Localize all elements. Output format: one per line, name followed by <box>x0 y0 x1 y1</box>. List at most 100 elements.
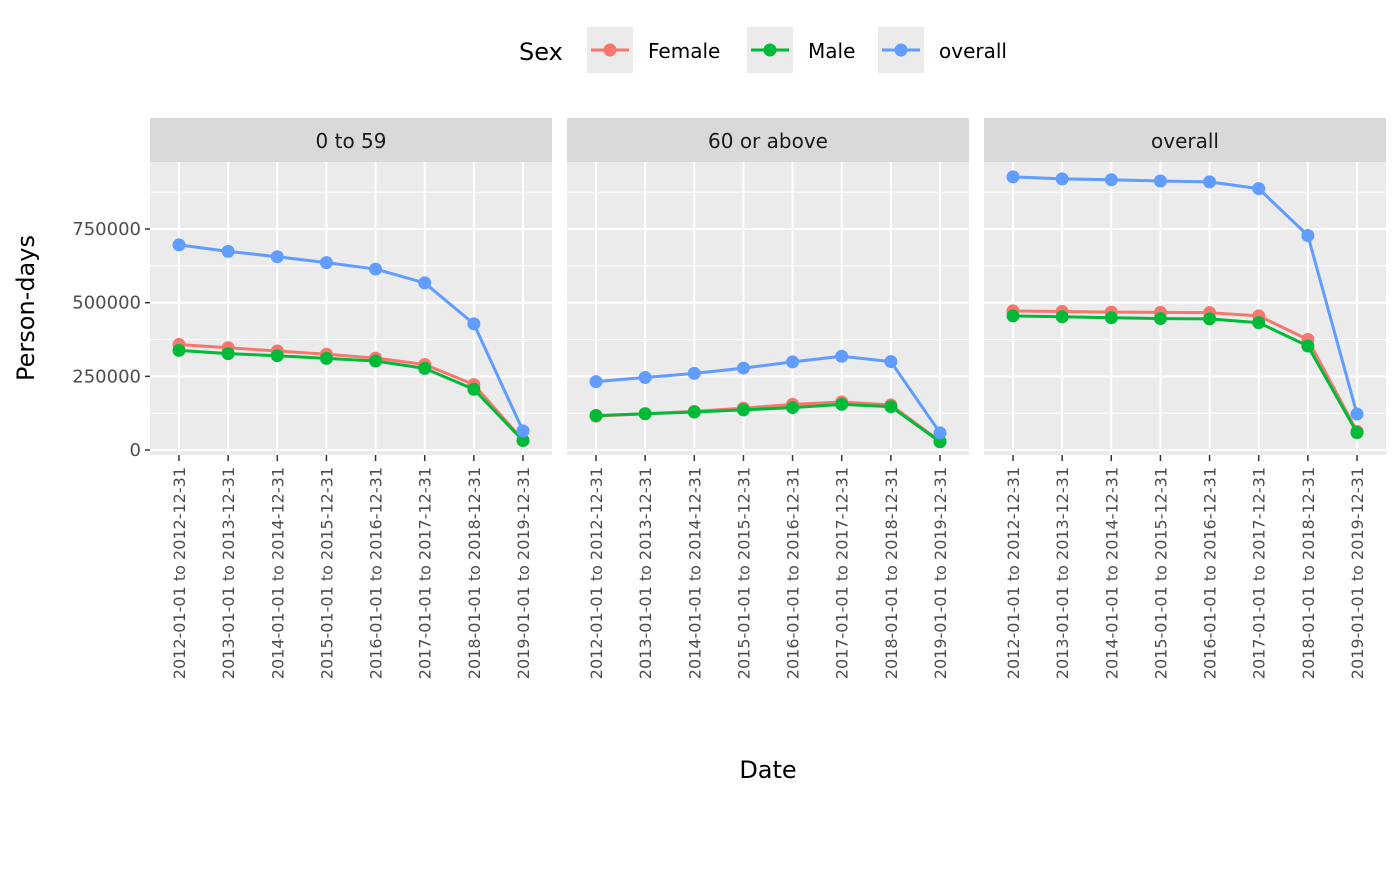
x-tick-label: 2015-01-01 to 2015-12-31 <box>1151 467 1170 679</box>
x-axis-title: Date <box>739 756 796 784</box>
data-point <box>467 382 481 396</box>
data-point <box>516 424 530 438</box>
y-tick-label: 750000 <box>72 219 141 240</box>
data-point <box>786 355 800 369</box>
facet-strip <box>984 118 1386 162</box>
data-point <box>736 403 750 417</box>
data-point <box>369 262 383 276</box>
plot-background <box>567 162 969 455</box>
data-point <box>1153 174 1167 188</box>
series-male <box>172 343 530 448</box>
panel-60-or-above: 60 or above 2012-01-01 to 2012-12-31 2013-… <box>567 118 969 679</box>
y-tick-label: 0 <box>130 440 141 461</box>
x-tick-label: 2016-01-01 to 2016-12-31 <box>784 467 803 679</box>
data-point <box>1252 316 1266 330</box>
x-tick-label: 2018-01-01 to 2018-12-31 <box>882 467 901 679</box>
panel-overall: overall 2012-01-01 to 2012-12-31 2013-01-0… <box>984 118 1386 679</box>
data-point <box>467 317 481 331</box>
series-line <box>1012 314 1359 434</box>
facet-strip-label: 60 or above <box>708 129 828 153</box>
legend: Sex Female Male overall <box>519 27 1007 73</box>
legend-label-overall: overall <box>939 39 1007 63</box>
x-tick-label: 2013-01-01 to 2013-12-31 <box>219 467 238 679</box>
data-point <box>418 361 432 375</box>
x-tick-label: 2017-01-01 to 2017-12-31 <box>1250 467 1269 679</box>
data-point <box>369 354 383 368</box>
data-point <box>835 397 849 411</box>
legend-key-point <box>894 43 908 57</box>
x-tick-label: 2012-01-01 to 2012-12-31 <box>170 467 189 679</box>
facet-strip-label: overall <box>1151 129 1219 153</box>
data-point <box>1350 426 1364 440</box>
facet-strip <box>567 118 969 162</box>
x-tick-label: 2019-01-01 to 2019-12-31 <box>1348 467 1367 679</box>
data-point <box>270 349 284 363</box>
series-overall <box>172 238 530 438</box>
data-point <box>221 244 235 258</box>
x-tick-label: 2017-01-01 to 2017-12-31 <box>416 467 435 679</box>
data-point <box>933 426 947 440</box>
data-point <box>172 238 186 252</box>
x-tick-label: 2016-01-01 to 2016-12-31 <box>1201 467 1220 679</box>
data-point <box>638 371 652 385</box>
series-line <box>1012 175 1359 415</box>
data-point <box>319 256 333 270</box>
x-tick-label: 2018-01-01 to 2018-12-31 <box>465 467 484 679</box>
x-tick-label: 2019-01-01 to 2019-12-31 <box>931 467 950 679</box>
data-point <box>1006 309 1020 323</box>
facet-strip-label: 0 to 59 <box>316 129 387 153</box>
data-point <box>835 349 849 363</box>
data-point <box>319 351 333 365</box>
x-tick-label: 2014-01-01 to 2014-12-31 <box>685 467 704 679</box>
data-point <box>589 409 603 423</box>
series-line <box>1012 309 1359 433</box>
x-tick-label: 2013-01-01 to 2013-12-31 <box>1053 467 1072 679</box>
x-tick-label: 2013-01-01 to 2013-12-31 <box>636 467 655 679</box>
legend-label-male: Male <box>808 39 855 63</box>
data-point <box>1153 312 1167 326</box>
legend-entry-male: Male <box>747 27 855 73</box>
y-tick-label: 250000 <box>72 366 141 387</box>
legend-key-point <box>763 43 777 57</box>
x-tick-label: 2015-01-01 to 2015-12-31 <box>734 467 753 679</box>
legend-entry-female: Female <box>587 27 720 73</box>
data-point <box>1055 172 1069 186</box>
series-line <box>595 354 942 434</box>
legend-label-female: Female <box>648 39 720 63</box>
x-tick-label: 2016-01-01 to 2016-12-31 <box>367 467 386 679</box>
x-tick-label: 2014-01-01 to 2014-12-31 <box>268 467 287 679</box>
data-point <box>1203 312 1217 326</box>
data-point <box>1104 311 1118 325</box>
data-point <box>1203 175 1217 189</box>
y-tick-label: 500000 <box>72 293 141 314</box>
data-point <box>516 434 530 448</box>
data-point <box>172 343 186 357</box>
data-point <box>1104 173 1118 187</box>
plot-background <box>150 162 552 455</box>
x-tick-label: 2019-01-01 to 2019-12-31 <box>514 467 533 679</box>
x-tick-label: 2012-01-01 to 2012-12-31 <box>1004 467 1023 679</box>
legend-entry-overall: overall <box>878 27 1007 73</box>
panel-0-to-59: 0 to 59 0 250000 500000 750000 2012-01-01 to … <box>72 118 552 679</box>
series-line <box>178 343 525 442</box>
data-point <box>687 366 701 380</box>
series-male <box>1006 309 1364 440</box>
data-point <box>221 347 235 361</box>
series-line <box>178 243 525 432</box>
data-point <box>270 250 284 264</box>
data-point <box>638 407 652 421</box>
legend-key-point <box>603 43 617 57</box>
y-axis-title: Person-days <box>12 235 40 381</box>
series-line <box>595 402 941 443</box>
data-point <box>1055 310 1069 324</box>
plot-background <box>984 162 1386 455</box>
series-line <box>178 348 525 442</box>
x-tick-label: 2012-01-01 to 2012-12-31 <box>587 467 606 679</box>
data-point <box>418 276 432 290</box>
data-point <box>1301 339 1315 353</box>
data-point <box>589 375 603 389</box>
data-point <box>884 400 898 414</box>
x-tick-label: 2015-01-01 to 2015-12-31 <box>317 467 336 679</box>
